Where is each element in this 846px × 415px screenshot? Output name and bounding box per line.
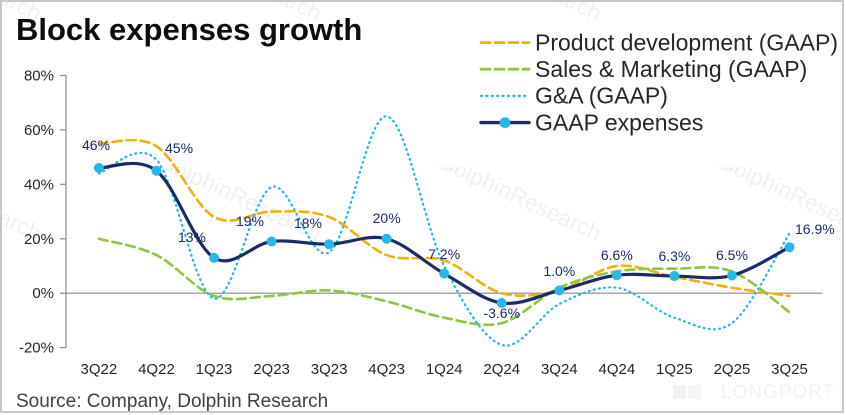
svg-text:6.3%: 6.3% [658, 248, 690, 264]
svg-text:7.2%: 7.2% [428, 246, 460, 262]
svg-text:4Q22: 4Q22 [138, 361, 175, 378]
svg-text:40%: 40% [24, 176, 54, 193]
svg-text:1Q24: 1Q24 [426, 361, 463, 378]
svg-text:6.6%: 6.6% [601, 247, 633, 263]
svg-text:1Q23: 1Q23 [196, 361, 233, 378]
svg-text:16.9%: 16.9% [795, 221, 835, 237]
svg-text:GAAP expenses: GAAP expenses [535, 109, 703, 135]
svg-text:3Q24: 3Q24 [541, 361, 578, 378]
svg-text:Sales & Marketing (GAAP): Sales & Marketing (GAAP) [535, 56, 807, 82]
svg-text:60%: 60% [24, 122, 54, 139]
svg-text:19%: 19% [236, 213, 264, 229]
svg-text:13%: 13% [178, 229, 206, 245]
svg-text:20%: 20% [373, 210, 401, 226]
svg-text:46%: 46% [82, 137, 110, 153]
svg-text:80%: 80% [24, 68, 54, 85]
svg-text:2Q25: 2Q25 [714, 361, 751, 378]
svg-text:45%: 45% [165, 140, 193, 156]
svg-text:LONGPORT: LONGPORT [721, 382, 835, 403]
svg-text:4Q24: 4Q24 [598, 361, 635, 378]
svg-text:2Q23: 2Q23 [253, 361, 290, 378]
svg-text:3Q25: 3Q25 [771, 361, 808, 378]
svg-text:1.0%: 1.0% [543, 263, 575, 279]
svg-text:G&A (GAAP): G&A (GAAP) [535, 83, 668, 109]
svg-text:Product development (GAAP): Product development (GAAP) [535, 29, 838, 55]
svg-text:3Q22: 3Q22 [81, 361, 118, 378]
svg-text:18%: 18% [294, 215, 322, 231]
svg-text:2Q24: 2Q24 [483, 361, 520, 378]
svg-text:3Q23: 3Q23 [311, 361, 348, 378]
svg-text:20%: 20% [24, 231, 54, 248]
svg-text:-20%: -20% [19, 340, 54, 357]
svg-text:6.5%: 6.5% [716, 247, 748, 263]
svg-text:-3.6%: -3.6% [483, 305, 520, 321]
svg-text:4Q23: 4Q23 [368, 361, 405, 378]
svg-text:1Q25: 1Q25 [656, 361, 693, 378]
svg-text:0%: 0% [32, 285, 54, 302]
